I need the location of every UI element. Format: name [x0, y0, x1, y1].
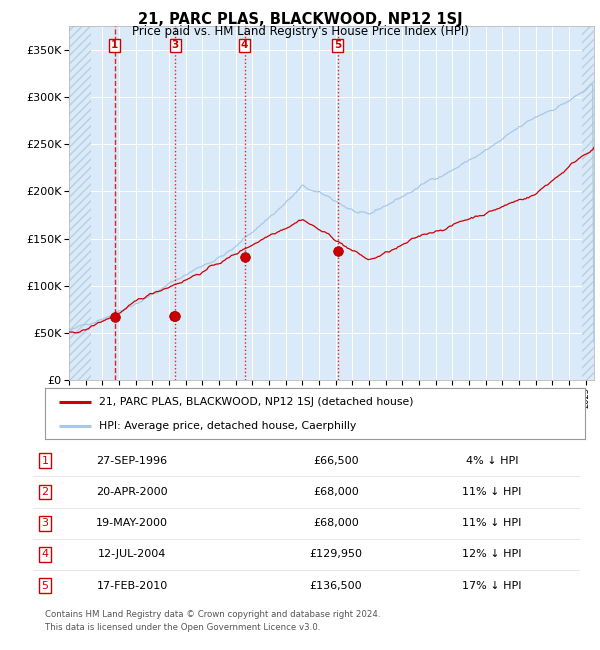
Text: 4: 4 [241, 40, 248, 51]
Text: 3: 3 [172, 40, 179, 51]
Text: 5: 5 [334, 40, 341, 51]
Text: 11% ↓ HPI: 11% ↓ HPI [463, 518, 521, 528]
Text: £68,000: £68,000 [313, 518, 359, 528]
Text: 19-MAY-2000: 19-MAY-2000 [96, 518, 168, 528]
Text: 1: 1 [111, 40, 118, 51]
Text: Price paid vs. HM Land Registry's House Price Index (HPI): Price paid vs. HM Land Registry's House … [131, 25, 469, 38]
Text: 21, PARC PLAS, BLACKWOOD, NP12 1SJ (detached house): 21, PARC PLAS, BLACKWOOD, NP12 1SJ (deta… [99, 397, 413, 408]
Text: 17-FEB-2010: 17-FEB-2010 [97, 580, 167, 591]
Text: 2: 2 [41, 487, 49, 497]
Text: 12-JUL-2004: 12-JUL-2004 [98, 549, 166, 560]
Text: 1: 1 [41, 456, 49, 466]
Text: 4: 4 [41, 549, 49, 560]
Text: 4% ↓ HPI: 4% ↓ HPI [466, 456, 518, 466]
Text: 20-APR-2000: 20-APR-2000 [96, 487, 168, 497]
Text: 17% ↓ HPI: 17% ↓ HPI [462, 580, 522, 591]
Text: HPI: Average price, detached house, Caerphilly: HPI: Average price, detached house, Caer… [99, 421, 356, 430]
Text: 11% ↓ HPI: 11% ↓ HPI [463, 487, 521, 497]
Text: £136,500: £136,500 [310, 580, 362, 591]
Text: 12% ↓ HPI: 12% ↓ HPI [462, 549, 522, 560]
Text: £68,000: £68,000 [313, 487, 359, 497]
Bar [581, 26, 594, 380]
Text: 5: 5 [41, 580, 49, 591]
Text: 27-SEP-1996: 27-SEP-1996 [97, 456, 167, 466]
Text: 21, PARC PLAS, BLACKWOOD, NP12 1SJ: 21, PARC PLAS, BLACKWOOD, NP12 1SJ [137, 12, 463, 27]
Text: 3: 3 [41, 518, 49, 528]
Text: £66,500: £66,500 [313, 456, 359, 466]
Text: £129,950: £129,950 [310, 549, 362, 560]
Bar [69, 26, 91, 380]
Text: This data is licensed under the Open Government Licence v3.0.: This data is licensed under the Open Gov… [45, 623, 320, 632]
Text: Contains HM Land Registry data © Crown copyright and database right 2024.: Contains HM Land Registry data © Crown c… [45, 610, 380, 619]
